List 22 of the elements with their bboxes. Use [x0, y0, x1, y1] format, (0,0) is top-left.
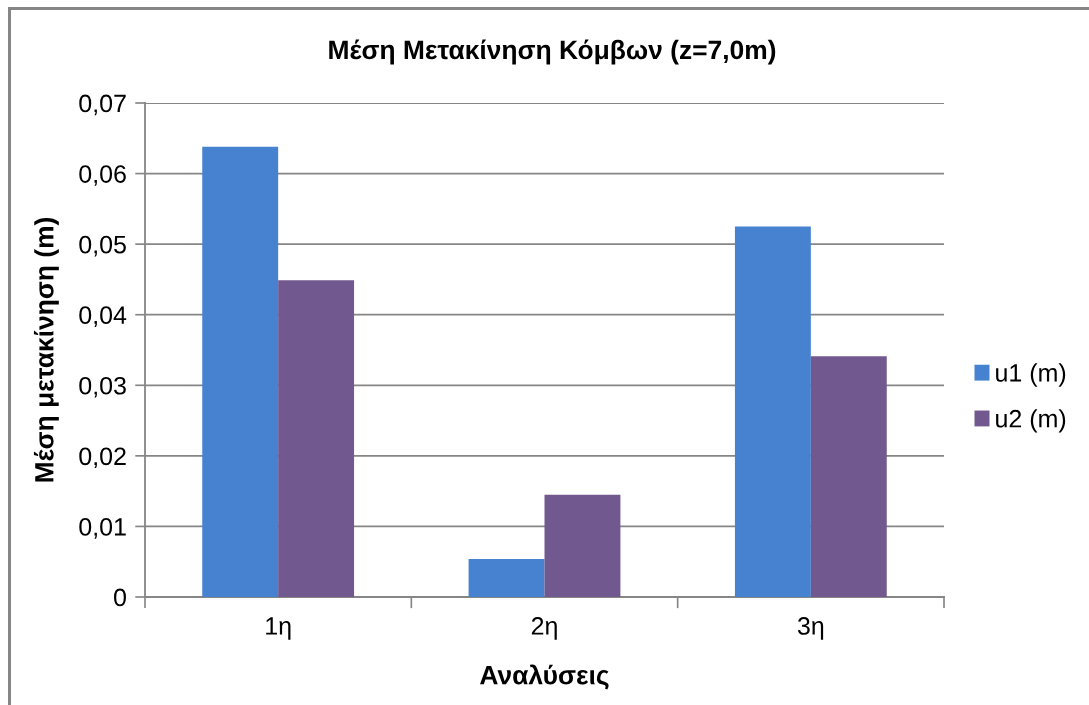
y-axis-title: Μέση μετακίνηση (m)	[33, 217, 59, 482]
legend-label: u1 (m)	[996, 363, 1066, 387]
y-tick-label: 0	[114, 588, 126, 607]
bar	[544, 494, 621, 597]
y-tick-label: 0,05	[79, 235, 126, 257]
y-tick-label: 0,07	[79, 94, 126, 116]
legend-label: u2 (m)	[996, 409, 1066, 433]
bar	[734, 226, 811, 597]
y-tick-label: 0,01	[79, 518, 126, 539]
x-tick-label: 3η	[797, 617, 824, 640]
x-axis-title: Αναλύσεις	[480, 664, 609, 690]
x-tick-label: 2η	[531, 617, 557, 640]
bar	[468, 558, 545, 597]
chart-title: Μέση Μετακίνηση Κόμβων (z=7,0m)	[329, 39, 776, 65]
bar	[202, 146, 279, 597]
x-tick-label: 1η	[266, 617, 291, 640]
y-tick-label: 0,03	[79, 376, 126, 398]
bar	[278, 280, 355, 597]
y-tick-label: 0,02	[79, 447, 126, 469]
y-tick-label: 0,04	[79, 306, 127, 327]
bar	[810, 356, 887, 597]
y-tick-label: 0,06	[79, 165, 126, 186]
